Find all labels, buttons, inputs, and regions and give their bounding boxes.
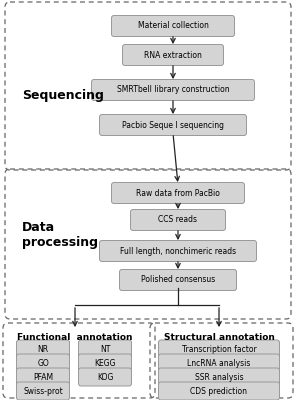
Text: Transcription factor: Transcription factor: [182, 344, 256, 354]
Text: Functional  annotation: Functional annotation: [17, 332, 133, 342]
Text: SSR analysis: SSR analysis: [195, 372, 243, 382]
FancyBboxPatch shape: [158, 382, 279, 400]
FancyBboxPatch shape: [78, 368, 131, 386]
FancyBboxPatch shape: [158, 354, 279, 372]
FancyBboxPatch shape: [17, 368, 70, 386]
FancyBboxPatch shape: [78, 354, 131, 372]
Text: LncRNA analysis: LncRNA analysis: [187, 358, 251, 368]
Text: NT: NT: [100, 344, 110, 354]
Text: Data
processing: Data processing: [22, 221, 98, 249]
Text: Sequencing: Sequencing: [22, 88, 104, 102]
Text: KOG: KOG: [97, 372, 113, 382]
FancyBboxPatch shape: [17, 382, 70, 400]
FancyBboxPatch shape: [158, 368, 279, 386]
Text: NR: NR: [37, 344, 49, 354]
FancyBboxPatch shape: [17, 340, 70, 358]
FancyBboxPatch shape: [99, 114, 247, 136]
Text: Full length, nonchimeric reads: Full length, nonchimeric reads: [120, 246, 236, 256]
Text: RNA extraction: RNA extraction: [144, 50, 202, 60]
Text: PFAM: PFAM: [33, 372, 53, 382]
FancyBboxPatch shape: [112, 16, 234, 36]
Text: CDS prediction: CDS prediction: [191, 386, 247, 396]
Text: SMRTbell library construction: SMRTbell library construction: [117, 86, 229, 94]
Text: Swiss-prot: Swiss-prot: [23, 386, 63, 396]
Text: KEGG: KEGG: [94, 358, 116, 368]
FancyBboxPatch shape: [99, 240, 257, 262]
FancyBboxPatch shape: [120, 270, 237, 290]
Text: Material collection: Material collection: [138, 22, 208, 30]
FancyBboxPatch shape: [158, 340, 279, 358]
FancyBboxPatch shape: [131, 210, 226, 230]
FancyBboxPatch shape: [123, 44, 223, 66]
FancyBboxPatch shape: [91, 80, 255, 100]
Text: Pacbio Seque I sequencing: Pacbio Seque I sequencing: [122, 120, 224, 130]
Text: CCS reads: CCS reads: [158, 216, 197, 224]
FancyBboxPatch shape: [112, 182, 244, 204]
FancyBboxPatch shape: [78, 340, 131, 358]
Text: Raw data from PacBio: Raw data from PacBio: [136, 188, 220, 198]
FancyBboxPatch shape: [17, 354, 70, 372]
Text: GO: GO: [37, 358, 49, 368]
Text: Structural annotation: Structural annotation: [164, 332, 274, 342]
Text: Polished consensus: Polished consensus: [141, 276, 215, 284]
